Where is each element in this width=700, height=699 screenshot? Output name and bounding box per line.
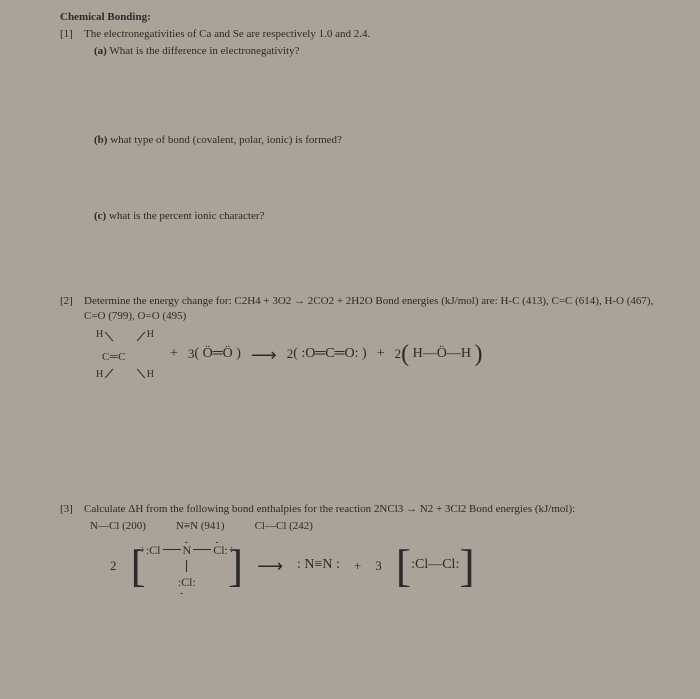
q1-num: [1] [60,27,78,42]
q2-text: Determine the energy change for: C2H4 + … [84,294,660,324]
ncl3-structure: [ :Cl N Cl: :Cl: ] [131,542,244,590]
o2-term: 3( Ö═Ö ) [188,345,241,364]
q3-equation: 2 [ :Cl N Cl: :Cl: ] ⟶ : N≡N : + 3 [ :Cl… [110,542,660,590]
q1b: (b) what type of bond (covalent, polar, … [94,133,660,148]
cc-double-bond: C═C [102,350,126,365]
q1a-label: (a) [94,45,107,57]
q1c-text: what is the percent ionic character? [109,210,264,222]
coef-left: 2 [110,557,117,575]
q1-text: The electronegativities of Ca and Se are… [84,27,370,42]
h-atom: H [147,368,154,382]
cl-atom: :Cl [146,542,161,558]
q2: [2] Determine the energy change for: C2H… [60,294,660,324]
cl-atom: :Cl: [178,574,196,590]
coef-right: 3 [375,557,382,575]
section-heading: Chemical Bonding: [60,10,660,25]
cl2-product: [ :Cl—Cl: ] [396,550,475,582]
h-atom: H [96,368,103,382]
plus-sign: + [170,345,178,364]
q1a-text: What is the difference in electronegativ… [109,45,299,57]
h-atom: H [96,328,103,342]
ethene-structure: H H C═C H H [90,328,160,382]
reaction-arrow-icon: ⟶ [251,343,277,367]
q1b-text: what type of bond (covalent, polar, ioni… [110,134,342,146]
h-atom: H [147,328,154,342]
q3-bond-list: N—Cl (200) N≡N (941) Cl—Cl (242) [90,519,660,534]
plus-sign: + [377,345,385,364]
bond-clcl: Cl—Cl (242) [255,519,313,534]
q1c: (c) what is the percent ionic character? [94,209,660,224]
q2-equation: H H C═C H H + 3( Ö═Ö ) ⟶ 2( :O═C═O: ) + … [90,328,660,382]
q1b-label: (b) [94,134,107,146]
co2-term: 2( :O═C═O: ) [287,345,367,364]
q1c-label: (c) [94,210,106,222]
reaction-arrow-icon: ⟶ [257,554,283,578]
bond-nn: N≡N (941) [176,519,225,534]
n-atom: N [183,542,192,558]
q3-text: Calculate ΔH from the following bond ent… [84,502,575,517]
q2-num: [2] [60,294,78,324]
q3: [3] Calculate ΔH from the following bond… [60,502,660,517]
n2-product: : N≡N : [297,556,340,575]
q1: [1] The electronegativities of Ca and Se… [60,27,660,42]
bond-ncl: N—Cl (200) [90,519,146,534]
q3-num: [3] [60,502,78,517]
plus-sign: + [354,557,361,575]
h2o-term: 2( H—Ö—H ) [395,345,483,364]
q1a: (a) What is the difference in electroneg… [94,44,660,59]
cl-atom: Cl: [213,542,228,558]
